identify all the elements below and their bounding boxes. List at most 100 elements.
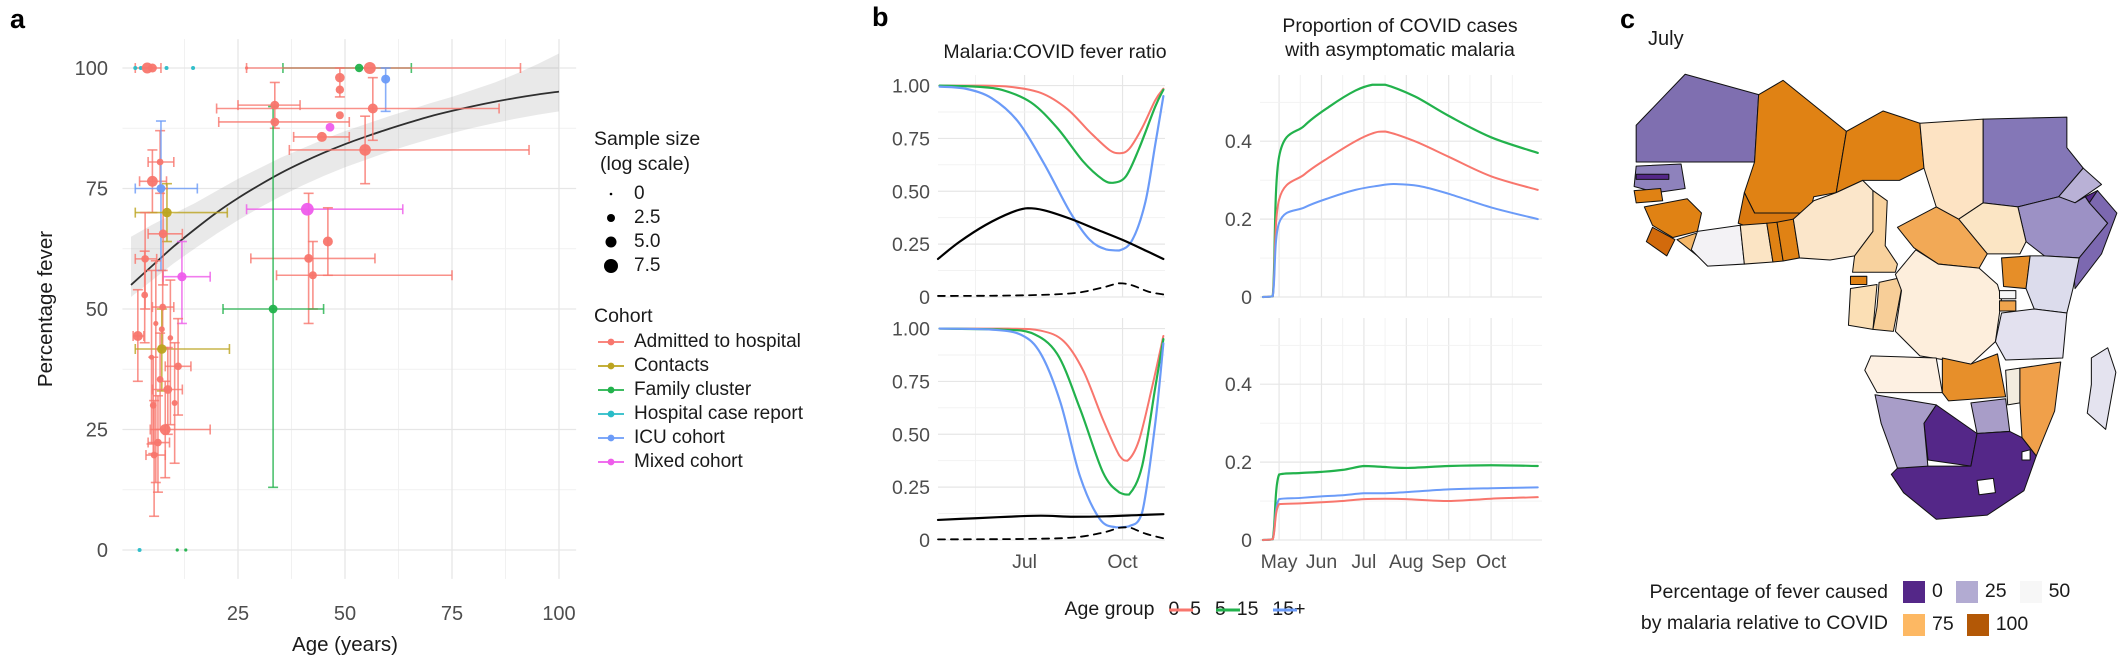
- pointrange-swatch: [598, 362, 624, 370]
- size-dot-icon: [607, 214, 615, 222]
- series-line-0-5: [938, 327, 1165, 462]
- country-eq_guinea: [1849, 275, 1868, 285]
- sample-size-legend-title: Sample size: [594, 128, 701, 150]
- country-lesotho: [1976, 477, 1996, 496]
- data-point: [162, 207, 172, 218]
- country-cameroon: [1852, 190, 1898, 273]
- asympt-title: Proportion of COVID cases with asymptoma…: [1235, 14, 1565, 63]
- data-point: [174, 362, 182, 371]
- data-point: [268, 304, 278, 314]
- country-cote_divoire: [1690, 224, 1745, 267]
- country-sierra_leone: [1645, 226, 1676, 257]
- tick-label: Jul: [1012, 551, 1037, 573]
- data-point: [322, 236, 333, 247]
- data-point: [316, 131, 327, 142]
- data-point: [164, 66, 169, 70]
- cohort-entries: Admitted to hospital Contacts Family clust…: [594, 330, 803, 474]
- cohort-legend-label: Admitted to hospital: [634, 331, 801, 352]
- tick-label: Jun: [1306, 551, 1337, 573]
- series-line-0-5: [938, 84, 1165, 155]
- tick-label: 75: [86, 179, 108, 201]
- country-somalia: [2072, 190, 2118, 290]
- size-legend-entry: 7.5: [594, 254, 700, 278]
- country-guinea_bissau: [1633, 188, 1664, 204]
- data-point: [335, 111, 344, 120]
- data-point: [147, 175, 158, 187]
- map-legend-row: 0 25 50: [1903, 575, 2123, 608]
- panel-b-label: b: [872, 2, 889, 32]
- ratio-title: Malaria:COVID fever ratio: [943, 41, 1167, 63]
- data-point: [367, 103, 378, 114]
- data-point: [141, 255, 149, 263]
- country-eswatini: [2021, 449, 2031, 461]
- cohort-legend-label: Hospital case report: [634, 403, 803, 424]
- line-swatch-icon: [1273, 608, 1298, 611]
- series-line-15+: [938, 327, 1165, 529]
- size-legend-entry: 0: [594, 182, 700, 206]
- x-axis-title: Age (years): [292, 633, 398, 656]
- data-point: [137, 548, 142, 552]
- data-point: [335, 85, 345, 94]
- tick-label: 75: [441, 603, 463, 625]
- map-legend-title: Percentage of fever caused by malaria re…: [1598, 577, 1888, 639]
- tick-label: Jul: [1351, 551, 1376, 573]
- country-gabon: [1847, 283, 1878, 330]
- country-malawi: [2005, 367, 2021, 406]
- series-line-15+: [1261, 183, 1539, 298]
- pointrange-swatch: [598, 338, 624, 346]
- africa-choropleth-map: [1633, 73, 2118, 520]
- size-dot-icon: [604, 259, 618, 273]
- series-line-5-15: [1261, 83, 1539, 299]
- data-point: [158, 229, 168, 239]
- tick-label: Oct: [1476, 551, 1507, 573]
- tick-label: 0: [1241, 287, 1252, 309]
- series-line-15+: [938, 85, 1165, 252]
- tick-label: 100: [542, 603, 575, 625]
- panel-c-label: c: [1620, 4, 1636, 34]
- tick-label: 0.50: [892, 424, 930, 446]
- cohort-legend-label: Family cluster: [634, 379, 752, 400]
- size-legend-entry: 5.0: [594, 230, 700, 254]
- asympt-title-line1: Proportion of COVID cases: [1282, 15, 1518, 37]
- tick-label: Oct: [1107, 551, 1138, 573]
- age-group-legend: Age group 0–5 5–15 15+: [905, 598, 1465, 621]
- subplot-ratio_top: [936, 75, 1165, 298]
- cohort-legend-label: Mixed cohort: [634, 451, 743, 472]
- country-drc: [1894, 249, 2003, 365]
- data-point: [133, 66, 138, 70]
- trend-line: [130, 90, 560, 286]
- series-line-5-15: [938, 84, 1165, 184]
- size-legend-label: 0: [634, 183, 645, 204]
- series-line-5-15: [1261, 464, 1539, 542]
- tick-label: 0.75: [892, 371, 930, 393]
- size-dot-icon: [605, 236, 617, 248]
- color-swatch: [1903, 580, 1925, 603]
- tick-label: 50: [86, 299, 108, 321]
- country-uganda: [2001, 255, 2031, 290]
- age-legend-entry: 0–5: [1168, 598, 1201, 621]
- map-legend-title-line1: Percentage of fever caused: [1649, 581, 1889, 603]
- data-point: [149, 402, 157, 409]
- map-legend-entry: 25: [1955, 580, 2007, 603]
- line-swatch-icon: [1216, 608, 1241, 611]
- series-line-black_solid: [936, 513, 1165, 522]
- data-point: [335, 72, 345, 83]
- data-point: [132, 330, 143, 341]
- tick-label: 25: [227, 603, 249, 625]
- subplot-asympt_bottom: [1260, 318, 1542, 542]
- tick-label: 0.2: [1225, 452, 1252, 474]
- color-swatch: [1903, 613, 1925, 636]
- data-point: [156, 158, 164, 166]
- map-legend-row: 75 100: [1903, 608, 2123, 641]
- tick-label: 0.25: [892, 234, 930, 256]
- tick-label: Aug: [1389, 551, 1424, 573]
- plot-area: [122, 39, 577, 579]
- scatter-plot-fever-vs-age: 0 25 50 75 100 25 50 75 100 Age (years) Percentage…: [34, 39, 577, 656]
- map-legend-swatches: 0 25 50 75 100: [1903, 575, 2123, 641]
- data-point: [156, 184, 166, 193]
- data-point: [270, 117, 280, 127]
- country-chad: [1919, 118, 1984, 220]
- data-point: [138, 66, 143, 70]
- size-legend-label: 7.5: [634, 255, 661, 276]
